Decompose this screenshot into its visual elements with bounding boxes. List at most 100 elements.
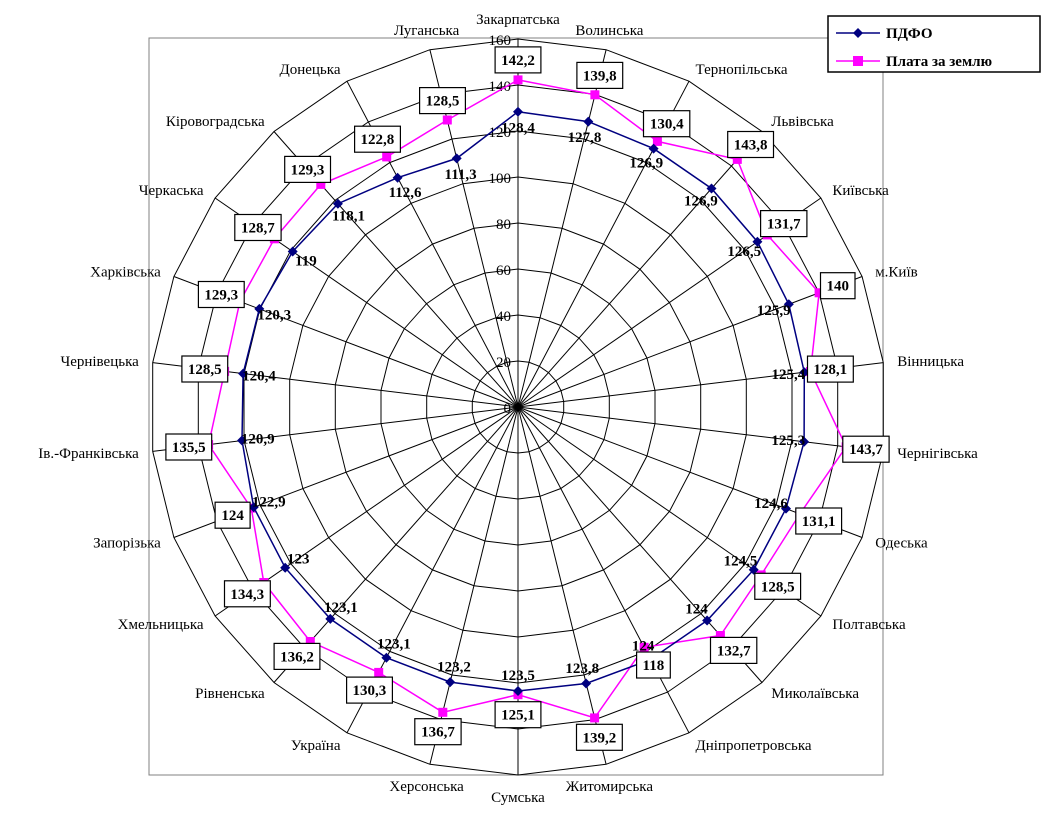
data-label: 111,3 (445, 167, 477, 183)
data-label: 122,8 (361, 132, 395, 148)
data-label-box (214, 501, 251, 529)
data-label-boxed: 131,1 (795, 507, 843, 535)
grid-spoke (517, 406, 690, 734)
category-label: м.Київ (875, 265, 918, 281)
category-label: Кіровоградська (166, 114, 265, 130)
category-label: Луганська (394, 23, 460, 39)
data-label-boxed: 134,3 (223, 580, 271, 608)
legend-marker-land-fee (853, 56, 863, 66)
data-label: 142,2 (501, 53, 535, 69)
category-label: Хмельницька (118, 617, 204, 633)
data-label: 125,4 (772, 367, 806, 383)
data-label: 126,9 (684, 194, 718, 210)
data-labels: 128,4 127,8 126,9 126,9 126,5 125,9 125,4 125,3… (165, 46, 890, 751)
data-point (316, 179, 326, 189)
data-point (513, 686, 523, 696)
data-label-box (642, 110, 691, 138)
data-point (325, 613, 336, 624)
data-label: 131,1 (802, 514, 836, 530)
category-label: Харківська (90, 265, 161, 281)
data-point (374, 667, 384, 677)
data-label-box (284, 155, 332, 183)
data-label-box (234, 213, 282, 242)
data-label-box (759, 210, 808, 238)
data-label-box (414, 718, 462, 746)
data-label: 123,8 (565, 661, 599, 677)
category-label: Вінницька (897, 354, 964, 370)
data-label-box (494, 701, 542, 729)
data-label: 136,2 (280, 649, 314, 665)
data-point (639, 642, 649, 652)
radar-grid (152, 38, 884, 776)
data-label: 125,3 (771, 433, 805, 449)
data-point (305, 637, 315, 646)
data-point (513, 106, 523, 117)
data-label-box (754, 572, 802, 600)
data-point (715, 631, 725, 640)
data-label: 118 (643, 658, 665, 674)
category-label: Дніпропетровська (696, 738, 812, 754)
data-label-boxed: 125,1 (494, 701, 542, 729)
data-label-boxed: 128,5 (181, 355, 229, 383)
category-label: Полтавська (832, 617, 906, 633)
data-label: 128,7 (241, 221, 275, 237)
data-point (445, 677, 456, 688)
legend-marker-pdfo (853, 28, 863, 38)
legend: ПДФО Плата за землю (827, 15, 1041, 73)
data-label-boxed: 130,4 (642, 110, 691, 138)
category-label: Житомирська (566, 779, 654, 795)
data-label-box (709, 636, 758, 665)
data-point (237, 435, 247, 446)
data-label-box (273, 642, 321, 671)
data-label: 126,9 (629, 156, 663, 172)
data-point (442, 115, 452, 125)
category-label: Чернівецька (60, 354, 139, 370)
data-label: 125,9 (757, 303, 791, 319)
data-point (783, 299, 794, 310)
data-point (648, 143, 659, 154)
data-label: 123,1 (324, 600, 358, 616)
data-point (702, 615, 713, 626)
data-point (590, 713, 600, 723)
data-label: 120,9 (241, 432, 275, 448)
category-label: Ів.-Франківська (38, 446, 139, 462)
data-label-boxed: 135,5 (165, 433, 213, 461)
category-label: Одеська (875, 536, 928, 552)
data-label-box (197, 280, 245, 309)
data-label: 124 (685, 602, 708, 618)
data-label: 124,6 (754, 496, 788, 512)
data-label: 123,2 (437, 660, 471, 676)
data-label: 135,5 (172, 440, 206, 456)
grid-spoke (517, 131, 763, 408)
data-label-box (223, 580, 271, 608)
data-label: 124,5 (724, 554, 758, 570)
data-label: 128,4 (501, 121, 535, 137)
category-label: Чернігівська (897, 446, 978, 462)
data-label: 130,4 (650, 117, 684, 133)
data-label: 123,5 (501, 668, 535, 684)
data-point (583, 116, 594, 127)
legend-label-pdfo: ПДФО (886, 26, 933, 42)
data-label: 122,9 (252, 495, 286, 511)
data-label: 130,3 (353, 683, 387, 699)
data-label: 132,7 (717, 643, 751, 659)
tick-label: 0 (504, 401, 512, 417)
data-label: 119 (295, 254, 317, 270)
data-label-box (346, 676, 394, 704)
data-label: 136,7 (421, 725, 455, 741)
data-point (799, 367, 810, 378)
data-point (652, 136, 662, 146)
category-label: Львівська (771, 114, 834, 130)
data-point (254, 303, 265, 314)
data-label: 127,8 (568, 130, 602, 146)
data-label-boxed: 136,2 (273, 642, 321, 671)
data-label-boxed: 142,2 (494, 46, 542, 74)
data-label: 123,1 (377, 637, 411, 653)
data-label: 129,3 (204, 288, 238, 304)
category-label: Волинська (575, 23, 643, 39)
data-point (332, 198, 343, 209)
category-label: Запорізька (93, 536, 161, 552)
category-label: Закарпатська (476, 12, 560, 28)
